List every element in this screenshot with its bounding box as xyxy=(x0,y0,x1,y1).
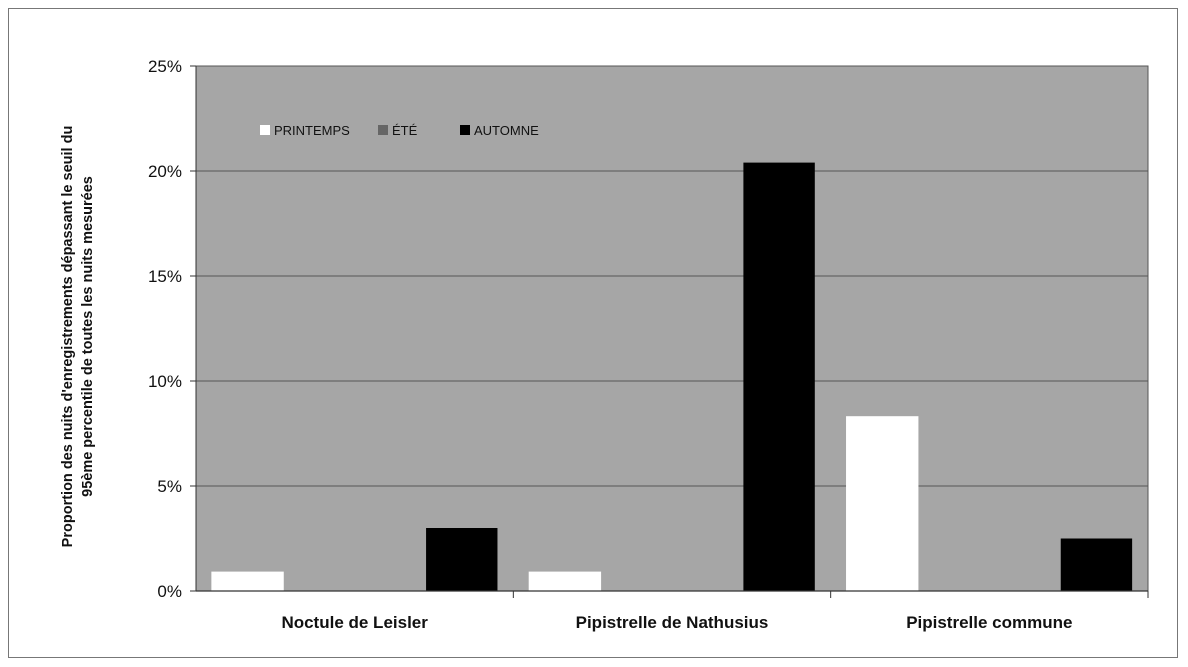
y-tick-label: 20% xyxy=(148,162,182,181)
legend-label: PRINTEMPS xyxy=(274,123,350,138)
y-tick-label: 10% xyxy=(148,372,182,391)
bar-printemps xyxy=(528,571,602,592)
gridlines xyxy=(196,170,1148,487)
y-tick-label: 5% xyxy=(157,477,182,496)
y-tick-label: 15% xyxy=(148,267,182,286)
y-axis-label: Proportion des nuits d'enregistrements d… xyxy=(60,126,96,548)
y-tick-labels: 0% 5% 10% 15% 20% 25% xyxy=(148,57,182,601)
y-tick-label: 25% xyxy=(148,57,182,76)
y-axis-label-line-2: 95ème percentile de toutes les nuits mes… xyxy=(80,176,96,497)
plot-area xyxy=(195,65,1149,592)
y-tick-label: 0% xyxy=(157,582,182,601)
legend-swatch xyxy=(460,125,470,135)
legend-swatch xyxy=(260,125,270,135)
bar-automne xyxy=(743,162,815,591)
y-axis-label-line-1: Proportion des nuits d'enregistrements d… xyxy=(60,126,76,548)
x-category-label: Noctule de Leisler xyxy=(281,613,428,632)
x-category-label: Pipistrelle commune xyxy=(906,613,1072,632)
x-category-label: Pipistrelle de Nathusius xyxy=(576,613,769,632)
axes xyxy=(190,65,1149,598)
bars xyxy=(211,162,1133,592)
legend-swatch xyxy=(378,125,388,135)
legend: PRINTEMPS ÉTÉ AUTOMNE xyxy=(260,123,539,138)
bar-printemps xyxy=(211,571,284,592)
x-category-labels: Noctule de Leisler Pipistrelle de Nathusi… xyxy=(281,613,1072,632)
legend-label: ÉTÉ xyxy=(392,123,418,138)
bar-automne xyxy=(426,528,498,591)
legend-label: AUTOMNE xyxy=(474,123,539,138)
bar-automne xyxy=(1060,538,1133,591)
bar-printemps xyxy=(846,416,919,592)
